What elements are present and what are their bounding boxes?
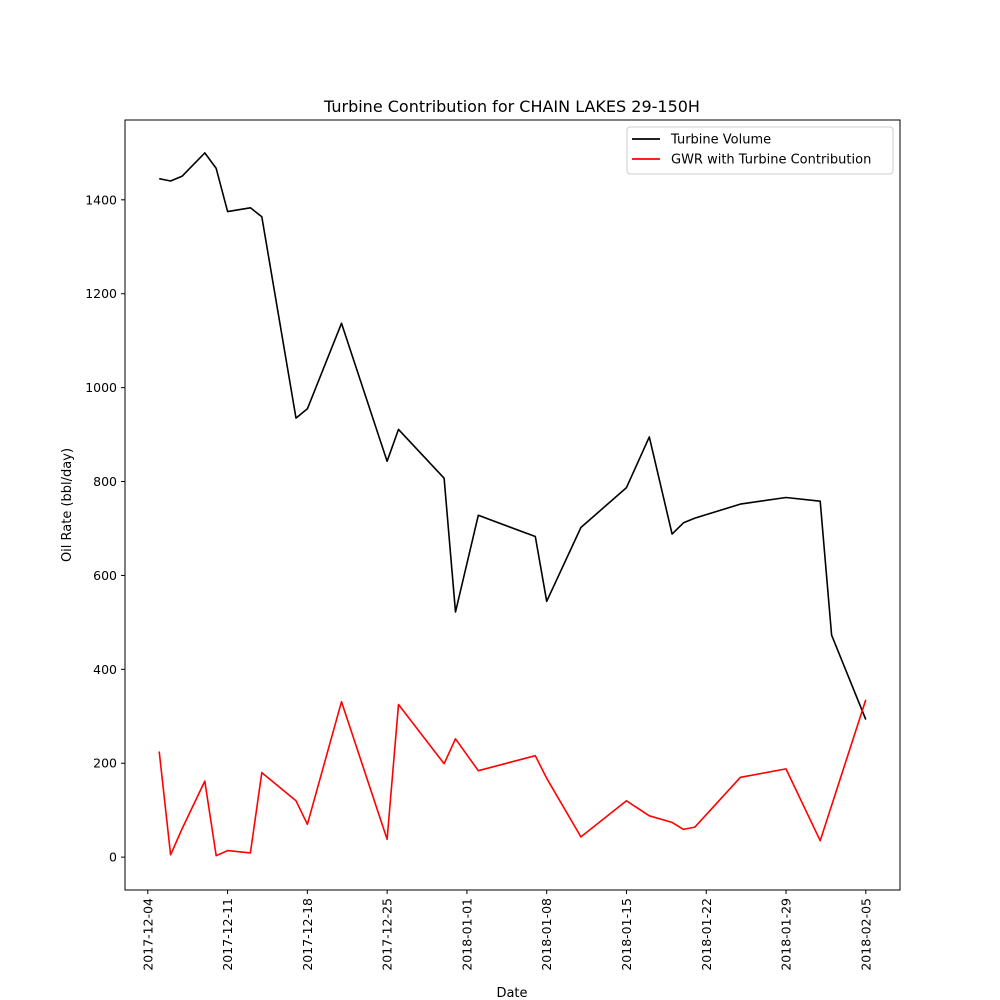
y-tick-label: 1000 bbox=[85, 380, 117, 395]
series-layer bbox=[158, 152, 867, 857]
y-tick-label: 200 bbox=[93, 756, 117, 771]
x-tick-label: 2018-01-01 bbox=[459, 898, 474, 971]
x-axis: 2017-12-04 2017-12-11 2017-12-18 2017-12-25… bbox=[140, 890, 873, 971]
y-tick-label: 600 bbox=[93, 568, 117, 583]
y-tick-label: 800 bbox=[93, 474, 117, 489]
x-tick-label: 2018-01-15 bbox=[619, 898, 634, 971]
y-axis: 0 200 400 600 800 1000 1200 1400 bbox=[85, 192, 125, 865]
x-tick-label: 2017-12-04 bbox=[140, 898, 155, 971]
plot-frame bbox=[124, 119, 901, 891]
chart-title: Turbine Contribution for CHAIN LAKES 29-… bbox=[323, 97, 700, 116]
x-tick-label: 2017-12-11 bbox=[220, 898, 235, 971]
x-tick-label: 2017-12-25 bbox=[380, 898, 395, 971]
y-axis-label: Oil Rate (bbl/day) bbox=[60, 448, 75, 562]
x-tick-label: 2018-01-29 bbox=[779, 898, 794, 971]
x-tick-label: 2018-02-05 bbox=[858, 898, 873, 971]
y-tick-label: 400 bbox=[93, 662, 117, 677]
y-tick-label: 1400 bbox=[85, 192, 117, 207]
x-tick-label: 2017-12-18 bbox=[300, 898, 315, 971]
series-line-1 bbox=[159, 152, 867, 720]
series-line-2 bbox=[158, 699, 867, 857]
x-tick-label: 2018-01-08 bbox=[539, 898, 554, 971]
legend-label: Turbine Volume bbox=[670, 133, 771, 148]
legend: Turbine Volume GWR with Turbine Contribut… bbox=[626, 126, 894, 175]
y-tick-label: 0 bbox=[109, 850, 117, 865]
legend-box bbox=[626, 126, 894, 175]
x-tick-label: 2018-01-22 bbox=[699, 898, 714, 971]
x-axis-label: Date bbox=[496, 986, 527, 1000]
y-tick-label: 1200 bbox=[85, 286, 117, 301]
legend-label: GWR with Turbine Contribution bbox=[671, 153, 871, 168]
